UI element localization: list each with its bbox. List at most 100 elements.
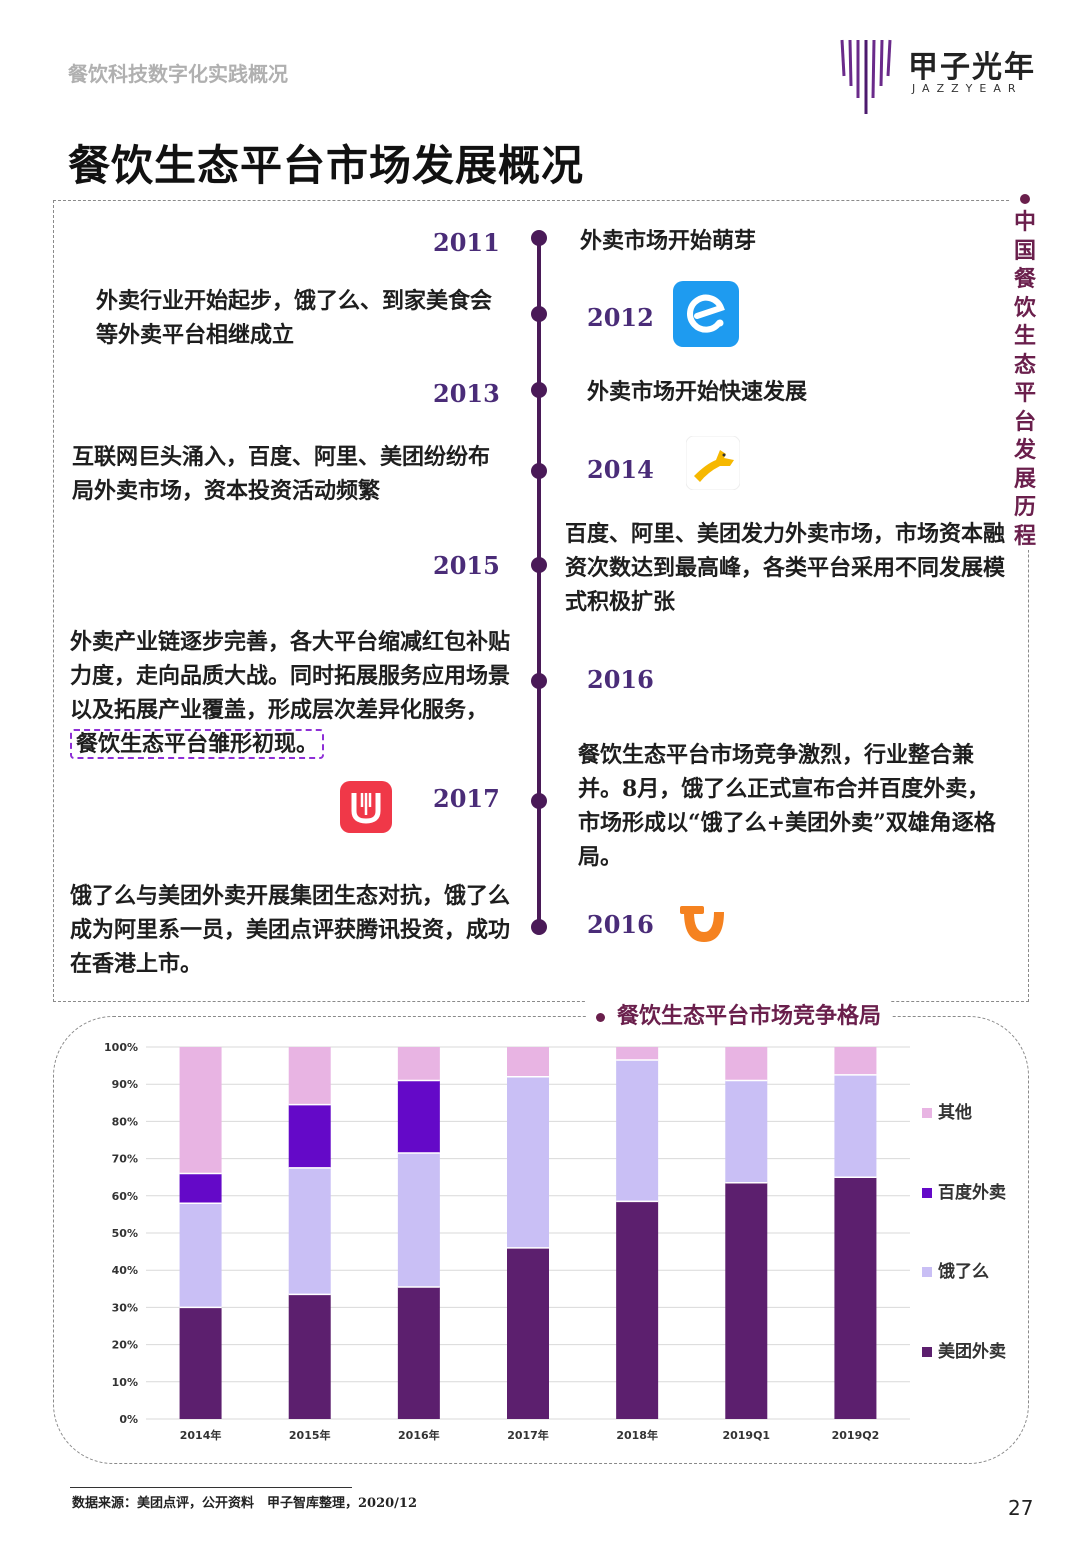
bar-segment-其他 xyxy=(288,1047,331,1105)
side-title-char: 台 xyxy=(1013,408,1036,435)
bar-segment-美团外卖 xyxy=(507,1247,549,1419)
timeline-dot xyxy=(531,793,547,809)
chart-panel xyxy=(53,1016,1029,1464)
timeline-year: 2015 xyxy=(433,551,500,580)
timeline-axis xyxy=(537,238,541,930)
event-text-plain: 外卖产业链逐步完善，各大平台缩减红包补贴力度，走向品质大战。同时拓展服务应用场景… xyxy=(70,629,511,723)
bar-segment-其他 xyxy=(179,1047,222,1174)
side-title-dot xyxy=(1020,194,1030,204)
side-title-char: 饮 xyxy=(1013,294,1036,321)
timeline-event-text: 外卖行业开始起步，饿了么、到家美食会等外卖平台相继成立 xyxy=(96,288,493,348)
x-tick-label: 2016年 xyxy=(398,1428,440,1442)
legend-label: 百度外卖 xyxy=(938,1182,1006,1203)
legend-swatch xyxy=(922,1108,932,1118)
bar-segment-饿了么 xyxy=(725,1080,768,1183)
side-title-char: 展 xyxy=(1013,465,1036,492)
y-tick-label: 100% xyxy=(104,1041,138,1054)
bar-segment-饿了么 xyxy=(834,1074,877,1178)
y-tick-label: 20% xyxy=(112,1339,138,1352)
timeline-year: 2014 xyxy=(587,455,654,484)
bar-segment-百度外卖 xyxy=(288,1104,331,1168)
x-tick-label: 2019Q1 xyxy=(722,1429,770,1442)
logo-text-cn: 甲子光年 xyxy=(908,50,1036,85)
page-number: 27 xyxy=(1008,1496,1034,1520)
bar-segment-饿了么 xyxy=(397,1153,440,1287)
bar-segment-美团外卖 xyxy=(834,1177,877,1419)
logo-bars-icon xyxy=(840,39,892,114)
legend-swatch xyxy=(922,1267,932,1277)
x-tick-label: 2018年 xyxy=(616,1428,658,1442)
bar-segment-其他 xyxy=(507,1047,549,1077)
baidu-waimai-kangaroo-icon xyxy=(686,436,740,490)
timeline-year: 2016 xyxy=(587,910,654,939)
timeline-year: 2013 xyxy=(433,379,500,408)
x-tick-label: 2014年 xyxy=(180,1428,222,1442)
chart-title-dot xyxy=(596,1012,605,1022)
y-tick-label: 70% xyxy=(112,1153,138,1166)
eleme-logo-icon xyxy=(673,281,739,347)
y-tick-label: 0% xyxy=(119,1413,138,1426)
side-title-char: 中 xyxy=(1013,209,1036,235)
y-tick-label: 50% xyxy=(112,1227,138,1240)
jazzyear-logo: 甲子光年 JAZZYEAR xyxy=(838,30,1048,116)
bar-segment-美团外卖 xyxy=(725,1182,768,1419)
legend-label: 美团外卖 xyxy=(938,1341,1006,1362)
chart-title: 餐饮生态平台市场竞争格局 xyxy=(586,998,892,1030)
timeline-event-text: 外卖产业链逐步完善，各大平台缩减红包补贴力度，走向品质大战。同时拓展服务应用场景… xyxy=(70,625,510,761)
timeline-year: 2011 xyxy=(433,228,500,257)
y-tick-label: 30% xyxy=(112,1301,138,1314)
bar-segment-饿了么 xyxy=(288,1167,331,1295)
timeline-event-text: 外卖市场开始快速发展 xyxy=(587,379,808,405)
y-tick-label: 60% xyxy=(112,1190,138,1203)
source-divider xyxy=(70,1487,352,1488)
didi-food-logo-icon xyxy=(680,906,724,942)
bar-segment-饿了么 xyxy=(616,1060,659,1202)
side-title-char: 生 xyxy=(1013,323,1036,349)
bar-segment-美团外卖 xyxy=(288,1294,331,1419)
meituan-waimai-logo-icon xyxy=(340,781,392,833)
timeline-dot xyxy=(531,919,547,935)
y-tick-label: 10% xyxy=(112,1376,138,1389)
bar-segment-其他 xyxy=(616,1047,659,1061)
bar-segment-百度外卖 xyxy=(397,1080,440,1154)
x-tick-label: 2019Q2 xyxy=(832,1429,880,1442)
bar-segment-美团外卖 xyxy=(179,1307,222,1419)
x-tick-label: 2017年 xyxy=(507,1428,549,1442)
timeline-year: 2012 xyxy=(587,303,654,332)
timeline-dot xyxy=(531,306,547,322)
legend-swatch xyxy=(922,1188,932,1198)
timeline-event-text: 百度、阿里、美团发力外卖市场，市场资本融资次数达到最高峰，各类平台采用不同发展模… xyxy=(565,521,1006,615)
timeline-dot xyxy=(531,463,547,479)
timeline-side-title: 中 国 餐 饮 生 态 平 台 发 展 历 程 xyxy=(1010,194,1040,550)
side-title-char: 餐 xyxy=(1013,266,1036,292)
timeline-event-text: 外卖市场开始萌芽 xyxy=(580,228,757,254)
chart-title-text: 餐饮生态平台市场竞争格局 xyxy=(617,1003,882,1029)
section-header-title: 餐饮科技数字化实践概况 xyxy=(68,62,288,86)
timeline-dot xyxy=(531,673,547,689)
x-tick-label: 2015年 xyxy=(289,1428,331,1442)
timeline-dot xyxy=(531,382,547,398)
bar-segment-百度外卖 xyxy=(179,1173,222,1204)
bar-segment-其他 xyxy=(834,1047,877,1075)
timeline-dot xyxy=(531,557,547,573)
bar-segment-饿了么 xyxy=(179,1203,222,1308)
bar-segment-美团外卖 xyxy=(397,1286,440,1419)
timeline-event-text: 饿了么与美团外卖开展集团生态对抗，饿了么成为阿里系一员，美团点评获腾讯投资，成功… xyxy=(70,883,511,977)
y-tick-label: 40% xyxy=(112,1264,138,1277)
bar-segment-美团外卖 xyxy=(616,1201,659,1419)
page-title: 餐饮生态平台市场发展概况 xyxy=(68,141,585,190)
y-tick-label: 80% xyxy=(112,1115,138,1128)
side-title-char: 国 xyxy=(1013,237,1036,264)
legend-label: 饿了么 xyxy=(937,1261,989,1282)
data-source-note: 数据来源：美团点评，公开资料 甲子智库整理，2020/12 xyxy=(72,1496,418,1511)
timeline-panel xyxy=(53,200,1029,1002)
y-tick-label: 90% xyxy=(112,1078,138,1091)
event-text-highlight: 餐饮生态平台雏形初现。 xyxy=(70,729,325,759)
side-title-char: 态 xyxy=(1013,351,1036,378)
bar-segment-其他 xyxy=(397,1047,440,1081)
side-title-char: 发 xyxy=(1013,437,1036,463)
legend-swatch xyxy=(922,1347,932,1357)
bar-segment-饿了么 xyxy=(507,1076,549,1248)
side-title-char: 历 xyxy=(1013,494,1036,520)
